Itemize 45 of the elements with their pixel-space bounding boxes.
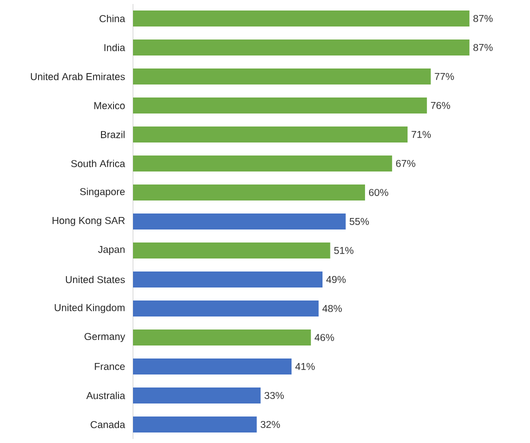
bar	[133, 155, 392, 172]
bar	[133, 184, 366, 200]
y-tick-label: Singapore	[80, 188, 125, 198]
data-label: 33%	[264, 392, 284, 400]
y-tick-label: Germany	[84, 332, 126, 342]
y-tick-label: Australia	[86, 392, 126, 400]
y-tick-label: United Arab Emirates	[30, 72, 125, 80]
data-label: 77%	[434, 72, 454, 80]
data-label: 67%	[396, 160, 416, 168]
bar	[133, 97, 427, 114]
y-tick-label: South Africa	[71, 160, 126, 168]
bar	[133, 271, 322, 288]
y-tick-label: India	[104, 44, 126, 52]
data-label: 87%	[473, 44, 493, 52]
y-tick-label: Japan	[98, 246, 125, 255]
bar	[133, 358, 292, 374]
data-label: 49%	[326, 276, 346, 284]
y-tick-label: United Kingdom	[54, 304, 125, 314]
bar	[133, 213, 346, 230]
y-tick-label: Brazil	[101, 130, 125, 138]
data-label: 46%	[314, 334, 334, 342]
bar	[133, 242, 330, 258]
bar	[133, 329, 311, 346]
data-label: 87%	[473, 14, 493, 22]
bar	[133, 387, 261, 404]
bar	[133, 416, 257, 432]
data-label: 51%	[334, 246, 354, 254]
y-tick-label: Mexico	[94, 102, 125, 110]
data-label: 55%	[350, 218, 369, 225]
bar	[133, 39, 470, 56]
data-label: 32%	[260, 420, 280, 428]
data-label: 76%	[430, 102, 450, 110]
y-tick-label: Canada	[90, 420, 126, 428]
bar	[133, 300, 319, 316]
data-label: 48%	[322, 304, 342, 312]
bar	[133, 126, 408, 142]
y-tick-label: United States	[66, 276, 125, 284]
data-label: 60%	[369, 188, 388, 196]
y-tick-label: Hong Kong SAR	[52, 216, 125, 226]
bar	[133, 68, 431, 84]
data-label: 71%	[412, 130, 431, 138]
data-label: 41%	[295, 362, 315, 370]
bar	[133, 10, 470, 26]
y-tick-label: China	[100, 14, 126, 22]
y-tick-label: France	[94, 362, 125, 370]
